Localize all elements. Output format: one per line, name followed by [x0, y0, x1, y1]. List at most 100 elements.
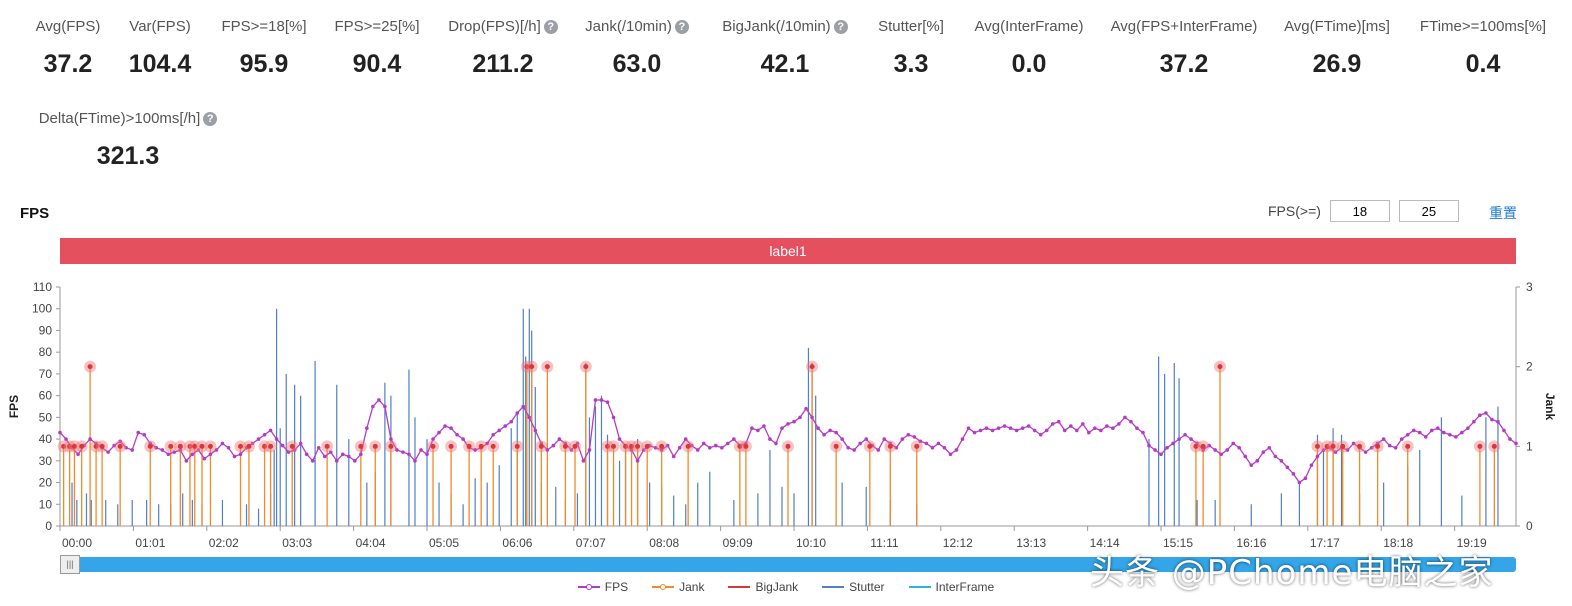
- fps-point: [846, 445, 850, 450]
- slider-handle-left[interactable]: |||: [60, 555, 80, 574]
- jank-point: [605, 443, 611, 449]
- x-tick-label: 09:09: [723, 536, 753, 548]
- help-icon[interactable]: ?: [833, 19, 848, 34]
- metric-label: BigJank(/10min)?: [722, 18, 848, 35]
- fps-point: [1068, 424, 1073, 428]
- x-tick-label: 14:14: [1090, 536, 1120, 548]
- help-icon[interactable]: ?: [674, 19, 689, 34]
- fps-point: [1153, 448, 1157, 452]
- jank-point: [324, 443, 330, 449]
- fps-point: [1117, 422, 1121, 426]
- jank-point: [1330, 443, 1336, 449]
- fps-threshold-1-input[interactable]: [1329, 200, 1390, 222]
- metric-value: 37.2: [43, 50, 93, 78]
- fps-point: [371, 404, 375, 409]
- metric-label-text: FPS>=25[%]: [334, 18, 420, 35]
- fps-point: [112, 443, 116, 448]
- fps-point: [1303, 476, 1308, 480]
- label-bar[interactable]: label1: [60, 238, 1516, 264]
- metric-value: 37.2: [1159, 50, 1209, 78]
- jank-point: [833, 443, 839, 449]
- time-range-slider[interactable]: [60, 557, 1516, 572]
- fps-point: [1285, 465, 1290, 470]
- jank-point: [785, 443, 791, 449]
- fps-point: [431, 437, 435, 441]
- fps-point: [617, 437, 622, 441]
- fps-point: [1484, 411, 1488, 415]
- legend-swatch: [728, 586, 751, 588]
- metric-11: FTime>=100ms[%] 0.4: [1383, 18, 1572, 79]
- jank-point: [448, 443, 454, 449]
- jank-point: [514, 443, 520, 449]
- help-icon[interactable]: ?: [543, 19, 558, 34]
- fps-point: [840, 437, 844, 441]
- fps-point: [912, 435, 917, 439]
- x-tick-label: 06:06: [502, 536, 532, 548]
- metric-value: 26.9: [1312, 50, 1362, 78]
- fps-point: [1502, 428, 1506, 433]
- legend-item-jank[interactable]: Jank: [652, 580, 704, 594]
- y-tick-label: 20: [39, 476, 53, 490]
- fps-point: [695, 448, 700, 452]
- legend-label: Stutter: [849, 580, 885, 594]
- x-tick-label: 13:13: [1016, 536, 1046, 548]
- fps-point: [1141, 430, 1145, 435]
- metric-label: Stutter[%]: [878, 18, 944, 35]
- fps-point: [611, 415, 616, 420]
- legend-item-stutter[interactable]: Stutter: [822, 580, 885, 594]
- fps-point: [413, 459, 417, 463]
- fps-point: [1508, 437, 1512, 441]
- fps-point: [816, 426, 820, 431]
- fps-point: [1062, 428, 1067, 433]
- fps-point: [1297, 480, 1302, 485]
- fps-point: [984, 426, 989, 431]
- fps-point: [1399, 437, 1404, 441]
- fps-point: [1411, 428, 1416, 433]
- fps-point: [226, 445, 231, 450]
- metric-1: Var(FPS) 104.4: [60, 18, 260, 79]
- legend-item-interframe[interactable]: InterFrame: [908, 580, 994, 594]
- jank-point: [147, 443, 153, 449]
- jank-point: [562, 443, 568, 449]
- jank-point: [71, 443, 77, 449]
- y-tick-label: 30: [39, 454, 53, 468]
- fps-point: [762, 424, 766, 428]
- fps-point: [599, 398, 604, 402]
- metric-label: Avg(InterFrame): [975, 18, 1084, 35]
- fps-point: [1189, 437, 1193, 441]
- x-tick-label: 17:17: [1310, 536, 1340, 548]
- fps-point: [503, 424, 508, 428]
- fps-point: [990, 428, 995, 433]
- jank-point: [1200, 443, 1206, 449]
- x-tick-label: 00:00: [62, 536, 92, 548]
- metric-10: Avg(FTime)[ms] 26.9: [1237, 18, 1437, 79]
- fps-point: [328, 450, 333, 454]
- x-tick-label: 19:19: [1457, 536, 1487, 548]
- fps-point: [1074, 428, 1079, 433]
- fps-point: [353, 459, 357, 463]
- jank-point: [809, 364, 815, 370]
- jank-point: [187, 443, 193, 449]
- fps-point: [286, 450, 291, 454]
- metric-4: Drop(FPS)[/h]? 211.2: [403, 18, 603, 79]
- fps-point: [1201, 448, 1205, 452]
- jank-point: [430, 443, 436, 449]
- fps-point: [918, 439, 923, 444]
- fps-point: [64, 437, 68, 441]
- jank-point: [372, 443, 378, 449]
- fps-threshold-2-input[interactable]: [1398, 200, 1459, 222]
- fps-point: [804, 406, 808, 411]
- reset-link[interactable]: 重置: [1489, 205, 1517, 221]
- fps-point: [1267, 445, 1272, 450]
- legend-item-fps[interactable]: FPS: [577, 580, 628, 594]
- legend-item-bigjank[interactable]: BigJank: [728, 580, 798, 594]
- fps-filter-label: FPS(>=): [1268, 203, 1321, 219]
- y2-tick-label: 2: [1526, 360, 1533, 374]
- fps-point: [906, 432, 911, 437]
- help-icon[interactable]: ?: [203, 111, 218, 126]
- fps-point: [1087, 430, 1091, 435]
- fps-point: [852, 448, 856, 452]
- jank-point: [623, 443, 629, 449]
- fps-point: [689, 443, 694, 448]
- fps-point: [250, 441, 255, 446]
